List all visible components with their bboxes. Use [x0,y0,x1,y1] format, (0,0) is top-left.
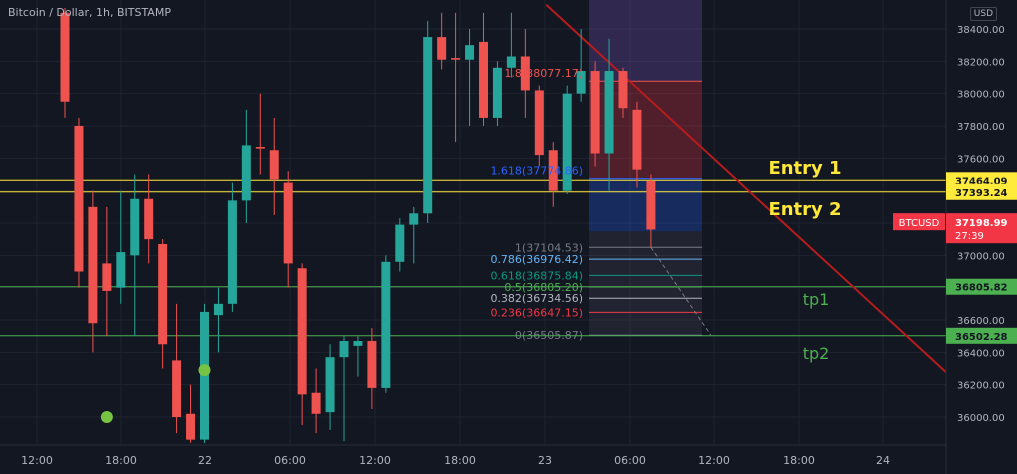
projection-line [650,246,712,336]
countdown-label: 27:39 [955,231,984,242]
candle-body[interactable] [213,303,223,316]
candle-body[interactable] [283,182,293,264]
time-tick-label: 06:00 [614,454,646,467]
current-price-label: 37198.99 [955,218,1008,229]
price-tag-label: 37393.24 [955,188,1008,199]
symbol-label: BTCUSD [899,218,940,229]
candle-body[interactable] [172,360,182,417]
price-tag [946,183,1017,200]
candle-body[interactable] [590,71,600,154]
price-tick-label: 37000.00 [957,251,1005,262]
price-tick-label: 38000.00 [957,90,1005,101]
line-label: tp1 [803,290,830,309]
target-zone [589,231,702,336]
time-tick-label: 12:00 [698,454,730,467]
candle-body[interactable] [506,56,516,68]
candle-body[interactable] [311,392,321,414]
candle-body[interactable] [325,357,335,413]
candle-body[interactable] [618,71,628,109]
time-tick-label: 18:00 [444,454,476,467]
candle-body[interactable] [339,341,349,358]
fib-level-label: 0.382(36734.56) [490,292,583,305]
price-tag [946,278,1017,295]
candle-body[interactable] [74,126,84,272]
candle-body[interactable] [367,341,377,388]
fib-level-label: 0.5(36805.20) [504,281,583,294]
candle-body[interactable] [144,198,154,240]
price-tick-label: 36600.00 [957,316,1005,327]
candle-body[interactable] [465,45,475,60]
time-tick-label: 06:00 [274,454,306,467]
stop-label: 1.8(38077.17) [504,67,583,80]
price-tick-label: 36400.00 [957,348,1005,359]
symbol-tag [893,213,945,231]
price-tick-label: 36200.00 [957,381,1005,392]
candle-body[interactable] [576,71,586,94]
time-tick-label: 12:00 [359,454,391,467]
time-tick-label: 18:00 [783,454,815,467]
entry-zone [589,178,702,232]
candle-body[interactable] [534,90,544,156]
candle-body[interactable] [395,224,405,262]
trendline[interactable] [545,4,952,378]
price-tag [946,327,1017,344]
fib-level-label: 0.618(36875.84) [490,269,583,282]
candle-body[interactable] [423,37,433,214]
candle-body[interactable] [88,206,98,324]
candle-body[interactable] [492,67,502,118]
time-tick-label: 22 [198,454,212,467]
time-tick-label: 12:00 [21,454,53,467]
candle-body[interactable] [562,93,572,191]
price-tick-label: 37600.00 [957,154,1005,165]
fib-level-label: 1.618(37774.86) [490,165,583,178]
candle-body[interactable] [269,150,279,180]
candle-body[interactable] [409,213,419,225]
candle-body[interactable] [60,12,70,102]
time-tick-label: 24 [876,454,890,467]
candle-body[interactable] [520,56,530,91]
candle-body[interactable] [646,180,656,230]
price-tick-label: 37800.00 [957,122,1005,133]
line-label: tp2 [803,344,830,363]
candle-body[interactable] [297,268,307,395]
candle-body[interactable] [158,244,168,345]
candle-body[interactable] [102,263,112,291]
currency-badge[interactable]: USD [969,7,997,21]
current-price-tag [946,213,1017,244]
candle-body[interactable] [437,37,447,60]
candle-body[interactable] [451,58,461,60]
fib-level-label: 0.236(36647.15) [490,306,583,319]
price-tag-label: 36805.82 [955,283,1008,294]
line-label: Entry 1 [768,158,841,179]
price-tag-label: 36502.28 [955,332,1008,343]
candle-body[interactable] [227,200,237,304]
line-label: Entry 2 [768,199,841,220]
signal-dot [198,364,211,377]
chart-title: Bitcoin / Dollar, 1h, BITSTAMP [8,6,171,19]
price-tick-label: 38400.00 [957,25,1005,36]
candle-body[interactable] [353,341,363,346]
time-tick-label: 18:00 [105,454,137,467]
price-tick-label: 36000.00 [957,413,1005,424]
candle-body[interactable] [604,71,614,154]
price-tick-label: 38200.00 [957,57,1005,68]
fib-level-label: 1(37104.53) [515,241,583,254]
candle-body[interactable] [632,109,642,170]
candle-body[interactable] [479,41,488,118]
candle-body[interactable] [255,147,265,149]
fib-level-label: 0.786(36976.42) [490,253,583,266]
candle-body[interactable] [548,150,558,191]
candle-body[interactable] [130,198,140,256]
candle-body[interactable] [116,252,126,288]
price-tag-label: 37464.09 [955,176,1008,187]
candle-body[interactable] [381,261,391,388]
purple-zone [589,0,702,82]
candle-body[interactable] [241,145,251,201]
signal-dot [100,411,113,423]
time-tick-label: 23 [538,454,552,467]
candle-body[interactable] [186,413,196,440]
